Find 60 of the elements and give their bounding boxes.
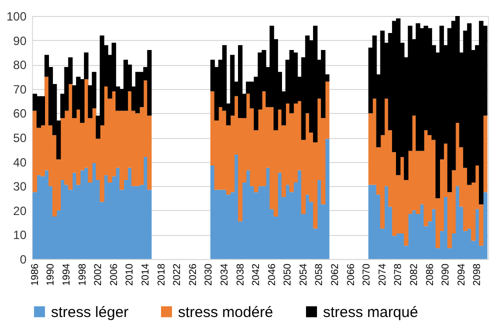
x-tick-label: 1990	[46, 263, 57, 286]
x-tick-label: 2002	[93, 263, 104, 286]
x-tick-label: 2054	[298, 263, 310, 286]
x-tick-label: 1994	[61, 263, 72, 286]
y-tick-label: 60	[13, 106, 27, 121]
bar	[40, 96, 46, 126]
x-tick-label: 2094	[456, 263, 468, 286]
x-tick-label: 2074	[377, 263, 388, 286]
x-tick-label: 2098	[472, 263, 484, 286]
bar	[32, 110, 38, 192]
x-tick-label: 2070	[362, 263, 373, 286]
x-tick-label: 2090	[440, 263, 452, 286]
bar	[324, 138, 330, 259]
bar	[135, 72, 140, 114]
y-tick-label: 30	[13, 180, 27, 194]
y-tick-label: 70	[13, 82, 27, 96]
x-tick-label: 2010	[124, 263, 136, 286]
x-tick-label: 2082	[409, 263, 420, 286]
x-tick-label: 2058	[314, 263, 326, 286]
y-tick-label: 90	[13, 34, 27, 48]
legend-label: stress léger	[51, 304, 129, 321]
x-tick-label: 2018	[156, 263, 168, 286]
x-tick-label: 1986	[30, 263, 41, 286]
x-tick-label: 2086	[424, 263, 436, 286]
bar	[467, 23, 472, 185]
x-tick-label: 1998	[77, 263, 88, 286]
bar	[313, 26, 318, 142]
bar	[289, 50, 294, 114]
y-tick-label: 10	[13, 228, 27, 242]
bar	[396, 18, 400, 176]
y-tick-label: 50	[13, 131, 27, 145]
bar	[147, 50, 152, 116]
x-tick-label: 2066	[346, 263, 357, 286]
x-tick-label: 2062	[330, 263, 342, 286]
y-tick-label: 80	[13, 58, 27, 72]
x-tick-label: 2078	[393, 263, 404, 286]
bar	[36, 96, 42, 128]
y-tick-label: 100	[6, 10, 27, 24]
y-tick-label: 20	[13, 204, 27, 218]
x-tick-label: 2030	[204, 263, 215, 286]
x-tick-label: 2034	[219, 263, 230, 286]
bar	[320, 50, 326, 118]
x-tick-label: 2006	[108, 263, 120, 286]
bar	[123, 60, 128, 111]
bar	[120, 110, 124, 190]
x-tick-label: 2042	[251, 263, 262, 286]
x-tick-label: 2014	[140, 263, 152, 286]
bar	[482, 192, 488, 259]
bar	[478, 20, 484, 204]
x-tick-label: 2026	[188, 263, 199, 286]
x-tick-label: 2046	[266, 263, 278, 286]
y-tick-label: 0	[20, 252, 27, 266]
x-tick-label: 2038	[235, 263, 246, 286]
x-tick-label: 2050	[282, 263, 294, 286]
bar	[238, 45, 242, 118]
legend-label: stress marqué	[323, 304, 418, 321]
x-tick-label: 2022	[172, 263, 184, 286]
legend-label: stress modéré	[178, 304, 274, 321]
bar	[76, 110, 81, 185]
y-tick-label: 40	[13, 155, 27, 170]
